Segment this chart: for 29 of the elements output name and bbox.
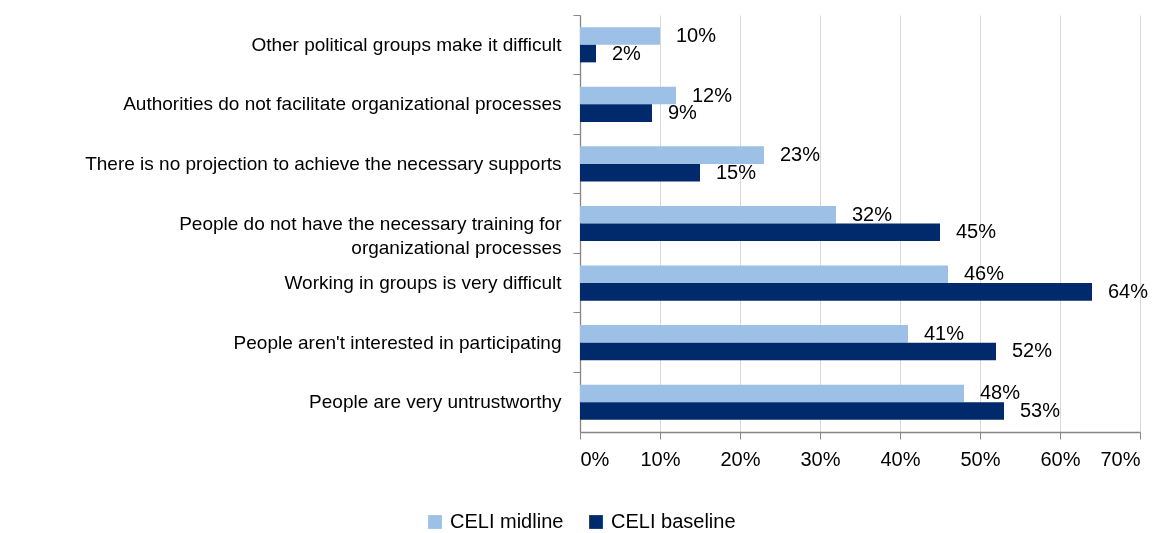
data-label: 64%	[1108, 279, 1149, 302]
x-tick-label: 40%	[880, 447, 921, 470]
data-label: 32%	[852, 202, 893, 225]
x-tick-label: 50%	[960, 447, 1001, 470]
data-label: 23%	[780, 143, 821, 166]
data-label: 41%	[924, 321, 965, 344]
data-label: 2%	[612, 41, 642, 64]
y-tick-label: Other political groups make it difficult	[251, 33, 563, 55]
data-label: 45%	[956, 220, 997, 243]
data-label: 15%	[716, 160, 757, 183]
data-label: 10%	[676, 24, 717, 46]
y-tick-label: There is no projection to achieve the necessary supports	[85, 152, 562, 174]
x-tick-label: 10%	[640, 447, 681, 470]
x-tick-label: 20%	[720, 447, 761, 470]
data-label: 53%	[1020, 399, 1061, 421]
x-tick-label: 30%	[800, 447, 841, 470]
data-label: 52%	[1012, 339, 1053, 362]
x-tick-label: 60%	[1040, 447, 1081, 470]
data-label: 48%	[980, 381, 1021, 404]
y-tick-label: People do not have the necessary training for organizational processes	[179, 212, 563, 258]
y-tick-label: People are very untrustworthy	[309, 391, 562, 413]
y-tick-label: Authorities do not facilitate organizational processes	[123, 93, 562, 115]
data-label: 46%	[964, 262, 1005, 285]
y-tick-label: People aren't interested in participating	[233, 331, 562, 353]
x-tick-label: 70%	[1100, 447, 1141, 470]
legend-label: CELI baseline	[611, 510, 736, 532]
legend-label: CELI midline	[450, 510, 564, 532]
y-tick-label: Working in groups is very difficult	[284, 272, 563, 294]
x-tick-label: 0%	[580, 447, 610, 470]
